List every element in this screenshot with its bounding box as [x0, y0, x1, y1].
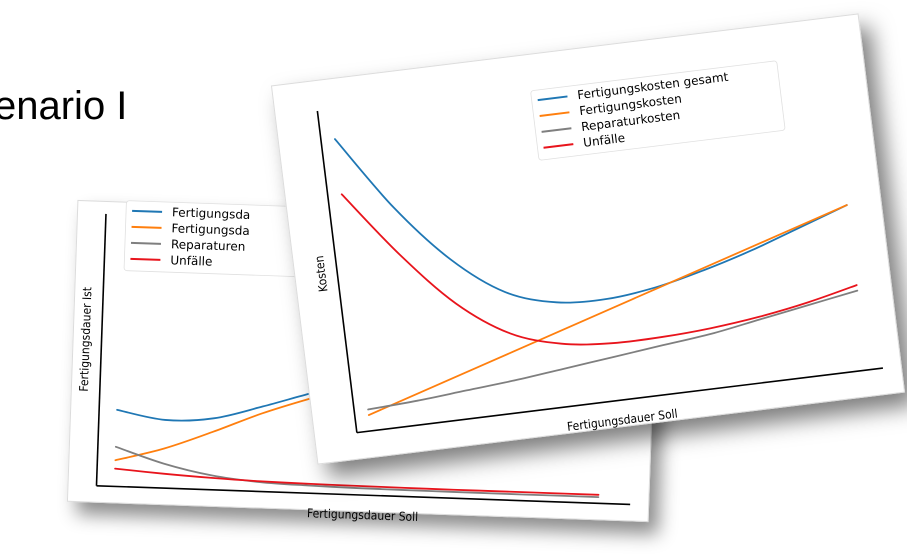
y-axis	[95, 213, 107, 486]
series-line-unfaelle-3	[114, 467, 600, 496]
legend-swatch-fertigungskosten-1	[539, 111, 570, 117]
chart-kosten: Fertigungsdauer SollKostenFertigungskost…	[312, 60, 884, 434]
series-line-fertigungskosten-gesamt-0	[334, 138, 848, 304]
legend-swatch-fertigungsda-1	[131, 225, 162, 229]
legend-swatch-unfaelle-3	[543, 143, 574, 149]
legend-label-unfaelle-3: Unfälle	[582, 131, 625, 150]
y-axis	[316, 110, 358, 433]
chart-card-kosten: Fertigungsdauer Soll Kosten Fertigungskost…	[270, 13, 906, 465]
series-line-reparaturen-2	[114, 445, 600, 498]
y-axis-label: Kosten	[312, 255, 330, 293]
legend-label-fertigungsda-1: Fertigungsda	[171, 221, 250, 238]
legend-label-unfaelle-3: Unfälle	[170, 253, 212, 268]
legend-swatch-fertigungsda-0	[132, 209, 163, 213]
x-axis-label: Fertigungsdauer Soll	[307, 506, 419, 524]
legend-swatch-unfaelle-3	[130, 257, 161, 261]
slide-title: enario I	[0, 84, 128, 128]
series-line-reparaturkosten-2	[367, 289, 859, 411]
x-axis	[96, 484, 631, 506]
legend-swatch-reparaturkosten-2	[541, 127, 572, 133]
legend-box	[530, 60, 786, 161]
x-axis	[356, 367, 884, 434]
series-line-unfaelle-3	[340, 193, 858, 346]
y-axis-label: Fertigungsdauer Ist	[77, 287, 95, 392]
legend-label-reparaturen-2: Reparaturen	[171, 237, 246, 254]
chart-legend: Fertigungskosten gesamtFertigungskostenR…	[530, 60, 786, 161]
legend-swatch-reparaturen-2	[130, 241, 161, 245]
legend-label-fertigungsda-0: Fertigungsda	[172, 205, 251, 222]
series-line-fertigungskosten-1	[367, 204, 848, 416]
legend-swatch-fertigungskosten-gesamt-0	[537, 95, 568, 102]
